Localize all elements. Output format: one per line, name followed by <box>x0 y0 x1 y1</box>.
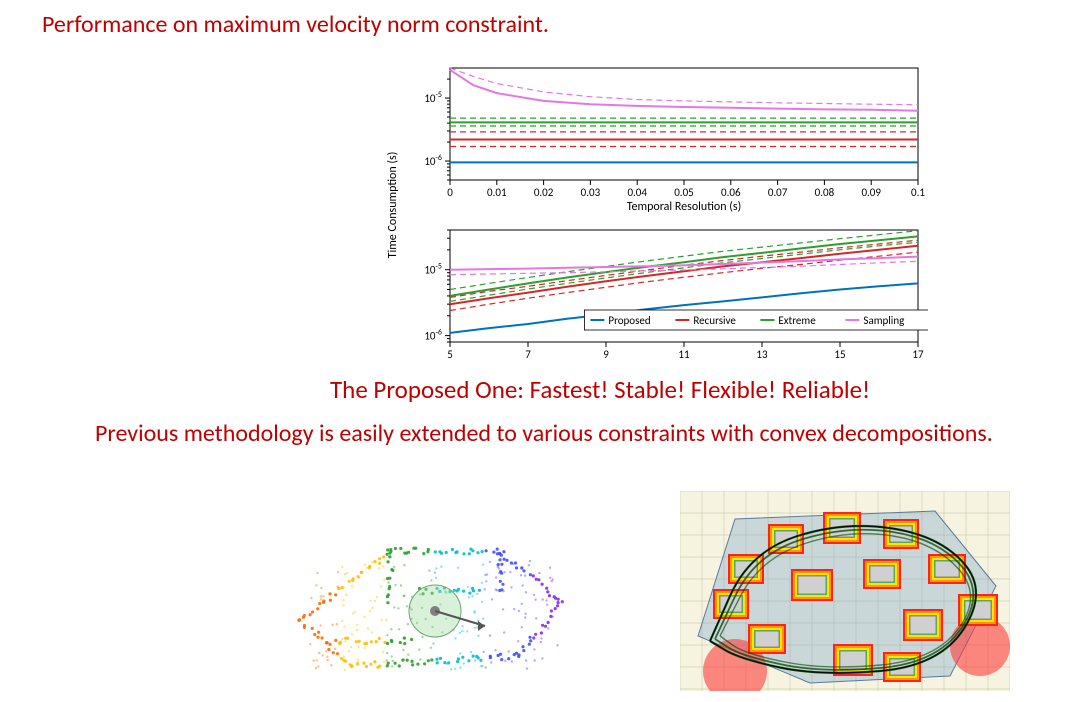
svg-text:Temporal Resolution (s): Temporal Resolution (s) <box>627 200 741 214</box>
svg-text:Proposed: Proposed <box>608 314 650 327</box>
svg-text:10-5: 10-5 <box>424 262 442 277</box>
charts-container: 0 0.01 0.02 0.03 0.04 0.05 0.06 0.07 0.08 0.09 0.1… <box>380 60 928 360</box>
svg-text:9: 9 <box>603 348 609 360</box>
svg-text:7: 7 <box>525 348 531 360</box>
svg-text:0.06: 0.06 <box>721 186 741 199</box>
svg-text:5: 5 <box>447 348 453 360</box>
svg-text:13: 13 <box>756 348 768 360</box>
svg-text:Sampling: Sampling <box>863 314 904 327</box>
svg-text:0.04: 0.04 <box>627 186 647 199</box>
svg-text:17: 17 <box>912 348 924 360</box>
planning-svg <box>680 491 1010 691</box>
callout-proposed: The Proposed One: Fastest! Stable! Flexi… <box>330 374 870 405</box>
svg-text:10-5: 10-5 <box>424 90 442 105</box>
svg-text:0.1: 0.1 <box>911 186 925 199</box>
svg-text:0.01: 0.01 <box>487 186 507 199</box>
svg-text:Time Consumption (s): Time Consumption (s) <box>386 152 400 259</box>
heading-extension: Previous methodology is easily extended … <box>95 418 995 449</box>
svg-text:Extreme: Extreme <box>778 314 816 327</box>
svg-text:15: 15 <box>834 348 845 360</box>
svg-text:0.02: 0.02 <box>534 186 554 199</box>
svg-text:0: 0 <box>447 186 453 199</box>
svg-text:Recursive: Recursive <box>693 314 736 327</box>
svg-text:11: 11 <box>678 348 690 360</box>
svg-text:0.09: 0.09 <box>861 186 881 199</box>
svg-text:10-6: 10-6 <box>424 328 442 343</box>
heading-velocity-constraint: Performance on maximum velocity norm con… <box>42 10 549 39</box>
svg-text:0.03: 0.03 <box>581 186 601 199</box>
pointcloud-illustration <box>270 491 600 691</box>
pointcloud-svg <box>270 491 600 691</box>
illustrations-row <box>270 486 1010 696</box>
time-consumption-chart: 0 0.01 0.02 0.03 0.04 0.05 0.06 0.07 0.08 0.09 0.1… <box>380 60 928 360</box>
svg-text:10-6: 10-6 <box>424 153 442 168</box>
svg-text:0.05: 0.05 <box>674 186 694 199</box>
svg-text:0.08: 0.08 <box>815 186 835 199</box>
svg-text:0.07: 0.07 <box>768 186 788 199</box>
planning-illustration <box>680 491 1010 691</box>
